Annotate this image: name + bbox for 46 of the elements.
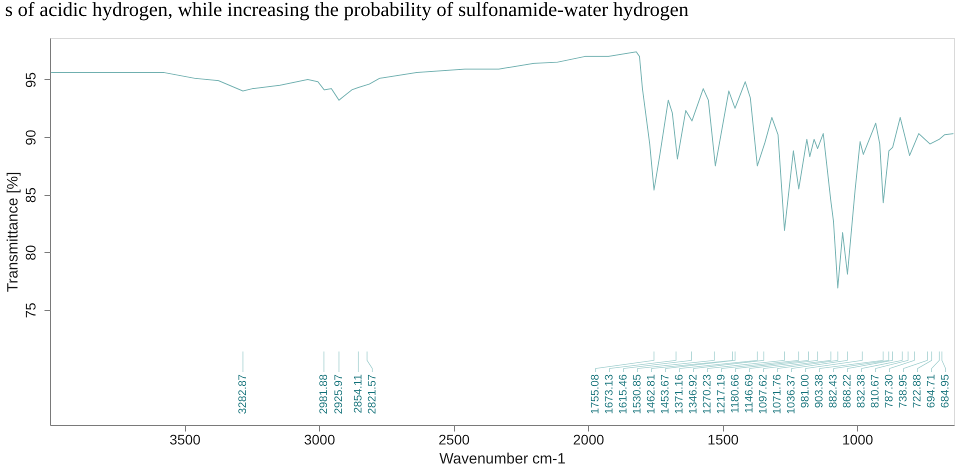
annotation: 1462.81 <box>646 374 658 414</box>
annotation: 1453.67 <box>660 374 672 414</box>
annotation: 684.95 <box>940 374 952 408</box>
annotation: 1673.13 <box>604 374 616 414</box>
annotation: 1217.19 <box>716 374 728 414</box>
annotation: 1071.76 <box>772 374 784 414</box>
annotation: 981.00 <box>800 374 812 408</box>
y-tick-label: 90 <box>22 130 38 146</box>
y-tick-label: 85 <box>22 187 38 203</box>
x-tick-label: 1500 <box>708 432 739 448</box>
annotation: 2821.57 <box>366 374 378 414</box>
annotation: 1146.69 <box>744 374 756 414</box>
y-tick-label: 95 <box>22 72 38 88</box>
annotation: 1530.85 <box>632 374 644 414</box>
annotation: 1755.08 <box>590 374 602 414</box>
annotation: 903.38 <box>814 374 826 408</box>
annotation: 694.71 <box>926 374 938 408</box>
annotation: 1097.62 <box>758 374 770 414</box>
annotation: 722.88 <box>912 374 924 408</box>
annotation: 2925.97 <box>332 374 345 414</box>
annotation: 1615.46 <box>618 374 630 414</box>
annotation: 738.95 <box>898 374 910 408</box>
annotation: 832.38 <box>856 374 868 408</box>
y-tick-label: 75 <box>22 302 38 318</box>
x-tick-label: 2000 <box>573 432 604 448</box>
x-tick-label: 1000 <box>842 432 874 448</box>
text: s of acidic hydrogen, while increasing the probability of sulfonamide-water hydrogen <box>5 0 689 21</box>
annotation: 810.67 <box>870 374 882 408</box>
annotation: 868.22 <box>842 374 854 408</box>
y-axis-title: Transmittance [%] <box>4 172 22 292</box>
annotation: 2854.11 <box>352 374 364 414</box>
annotation: 3282.87 <box>236 374 249 414</box>
y-tick-label: 80 <box>22 244 38 261</box>
annotation: 1180.66 <box>730 374 742 414</box>
line-series <box>50 51 954 288</box>
x-tick-label: 3500 <box>169 432 201 448</box>
annotation: 882.43 <box>828 374 840 408</box>
x-axis-title: Wavenumber cm-1 <box>439 450 566 468</box>
annotation: 1270.23 <box>702 374 714 414</box>
annotation: 1346.92 <box>688 374 700 414</box>
annotation: 787.30 <box>884 374 896 408</box>
x-tick-label: 3000 <box>304 432 336 448</box>
annotation: 1371.16 <box>674 374 686 414</box>
annotation: 2981.88 <box>318 374 330 414</box>
annotation: 1036.37 <box>786 374 798 414</box>
x-tick-label: 2500 <box>438 432 470 448</box>
